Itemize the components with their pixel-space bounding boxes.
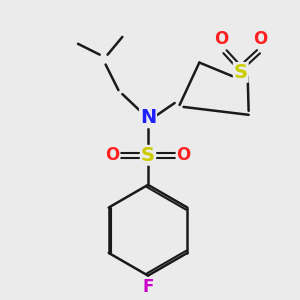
Text: F: F (142, 278, 154, 296)
Text: N: N (140, 108, 156, 127)
Text: O: O (214, 30, 228, 48)
Text: S: S (234, 63, 248, 82)
Text: O: O (254, 30, 268, 48)
Text: S: S (141, 146, 155, 165)
Text: O: O (105, 146, 120, 164)
Text: O: O (176, 146, 191, 164)
